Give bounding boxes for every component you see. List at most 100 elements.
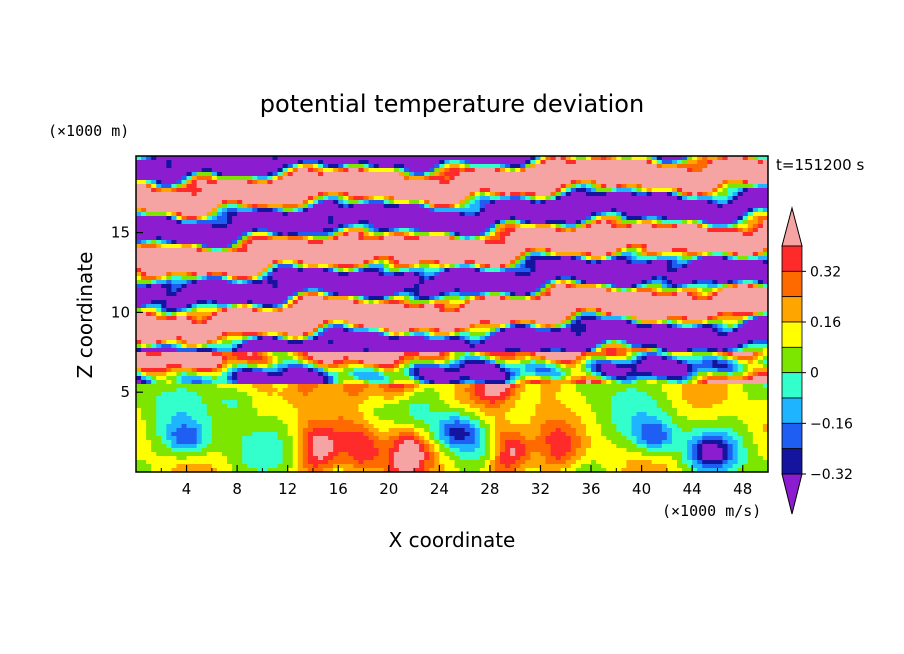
heatmap-cell: [661, 292, 668, 297]
heatmap-cell: [570, 288, 577, 293]
heatmap-cell: [459, 220, 466, 225]
heatmap-cell: [585, 192, 592, 197]
heatmap-cell: [176, 192, 183, 197]
heatmap-cell: [176, 272, 183, 277]
heatmap-cell: [737, 240, 744, 245]
heatmap-cell: [166, 196, 172, 201]
heatmap-cell: [232, 252, 238, 257]
heatmap-cell: [414, 180, 420, 185]
heatmap-cell: [575, 216, 582, 221]
heatmap-cell: [565, 244, 572, 249]
heatmap-cell: [732, 204, 739, 209]
heatmap-cell: [247, 220, 253, 225]
heatmap-cell: [489, 244, 496, 249]
heatmap-cell: [520, 184, 526, 189]
heatmap-cell: [161, 268, 167, 273]
heatmap-cell: [287, 156, 294, 161]
heatmap-cell: [732, 292, 739, 297]
heatmap-cell: [161, 156, 167, 161]
heatmap-cell: [687, 252, 693, 257]
heatmap-cell: [692, 184, 698, 189]
heatmap-cell: [616, 308, 622, 313]
heatmap-cell: [211, 188, 218, 193]
heatmap-cell: [287, 236, 294, 241]
heatmap-cell: [742, 172, 749, 177]
heatmap-cell: [312, 244, 319, 249]
heatmap-cell: [474, 168, 481, 173]
heatmap-cell: [409, 220, 415, 225]
heatmap-cell: [232, 248, 238, 253]
heatmap-cell: [474, 200, 481, 205]
heatmap-cell: [646, 220, 653, 225]
heatmap-cell: [287, 260, 294, 265]
heatmap-cell: [737, 232, 744, 237]
heatmap-cell: [505, 224, 511, 229]
heatmap-cell: [535, 220, 542, 225]
heatmap-cell: [196, 224, 203, 229]
heatmap-cell: [302, 300, 309, 305]
heatmap-cell: [697, 200, 703, 205]
heatmap-cell: [464, 300, 471, 305]
heatmap-cell: [429, 268, 435, 273]
heatmap-cell: [702, 280, 708, 285]
heatmap-cell: [429, 196, 435, 201]
heatmap-cell: [181, 284, 188, 289]
heatmap-cell: [439, 212, 446, 217]
heatmap-cell: [621, 228, 628, 233]
heatmap-cell: [560, 300, 567, 305]
heatmap-cell: [277, 264, 284, 269]
heatmap-cell: [611, 172, 617, 177]
heatmap-cell: [570, 232, 577, 237]
heatmap-cell: [656, 260, 663, 265]
heatmap-cell: [656, 232, 663, 237]
heatmap-cell: [540, 264, 547, 269]
heatmap-cell: [732, 260, 739, 265]
heatmap-cell: [505, 160, 511, 165]
heatmap-cell: [156, 232, 162, 237]
heatmap-cell: [656, 296, 663, 301]
heatmap-cell: [515, 260, 521, 265]
heatmap-cell: [232, 212, 238, 217]
heatmap-cell: [368, 264, 375, 269]
heatmap-cell: [403, 204, 410, 209]
heatmap-cell: [287, 268, 294, 273]
heatmap-cell: [727, 252, 734, 257]
heatmap-cell: [737, 196, 744, 201]
heatmap-cell: [156, 156, 162, 161]
heatmap-cell: [297, 196, 304, 201]
heatmap-cell: [227, 292, 233, 297]
heatmap-cell: [757, 280, 764, 285]
heatmap-cell: [227, 244, 233, 249]
heatmap-cell: [550, 220, 557, 225]
heatmap-cell: [358, 272, 365, 277]
heatmap-cell: [565, 168, 572, 173]
heatmap-cell: [232, 244, 238, 249]
heatmap-cell: [500, 236, 506, 241]
heatmap-cell: [206, 252, 213, 257]
heatmap-cell: [383, 196, 390, 201]
heatmap-cell: [732, 192, 739, 197]
heatmap-cell: [176, 220, 183, 225]
heatmap-cell: [682, 224, 688, 229]
heatmap-cell: [287, 184, 294, 189]
heatmap-cell: [489, 284, 496, 289]
heatmap-cell: [580, 164, 587, 169]
heatmap-cell: [323, 268, 329, 273]
heatmap-cell: [687, 300, 693, 305]
heatmap-cell: [383, 172, 390, 177]
heatmap-cell: [601, 176, 607, 181]
heatmap-cell: [601, 300, 607, 305]
heatmap-cell: [469, 212, 476, 217]
heatmap-cell: [484, 168, 491, 173]
heatmap-cell: [439, 176, 446, 181]
heatmap-cell: [459, 200, 466, 205]
heatmap-cell: [454, 232, 461, 237]
heatmap-cell: [353, 236, 360, 241]
heatmap-cell: [525, 280, 531, 285]
heatmap-cell: [747, 284, 754, 289]
heatmap-cell: [737, 204, 744, 209]
heatmap-cell: [403, 308, 410, 313]
heatmap-cell: [535, 300, 542, 305]
heatmap-cell: [661, 184, 668, 189]
heatmap-cell: [707, 188, 713, 193]
